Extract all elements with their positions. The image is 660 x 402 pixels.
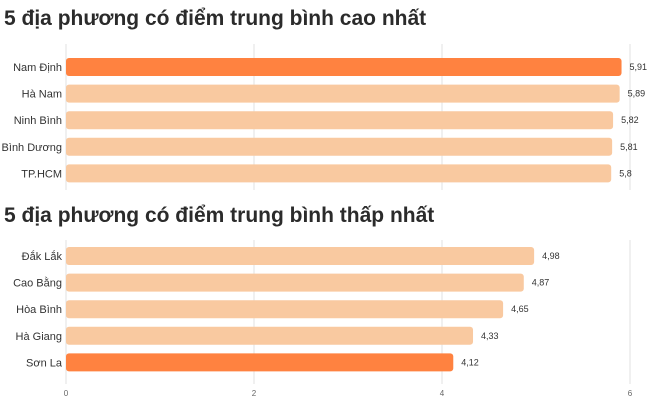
value-label: 4,12 xyxy=(461,357,479,367)
value-label: 4,65 xyxy=(511,304,529,314)
chart-title-bottom: 5 địa phương có điểm trung bình thấp nhấ… xyxy=(4,204,435,227)
category-label: Hà Giang xyxy=(16,331,62,343)
bar xyxy=(66,137,613,156)
bar xyxy=(66,58,622,76)
bar xyxy=(66,273,524,292)
chart-0: Nam Định 5,91 Hà Nam 5,89 Ninh Bình 5,82 Bình … xyxy=(2,44,648,190)
category-label: Cao Bằng xyxy=(13,277,62,290)
x-tick-label: 4 xyxy=(440,389,445,398)
bar xyxy=(66,84,620,103)
value-label: 4,98 xyxy=(542,251,560,261)
bar xyxy=(66,164,612,183)
chart-1: Đắk Lắk 4,98 Cao Bằng 4,87 Hòa Bình 4,65 Hà Gi… xyxy=(13,240,633,398)
category-label: Sơn La xyxy=(26,357,63,369)
bar xyxy=(66,111,614,130)
value-label: 4,33 xyxy=(481,331,499,341)
chart-title-top: 5 địa phương có điểm trung bình cao nhất xyxy=(4,7,427,30)
value-label: 5,89 xyxy=(628,89,646,99)
bar xyxy=(66,300,504,319)
category-label: Bình Dương xyxy=(2,142,62,154)
value-label: 5,91 xyxy=(630,62,648,72)
x-tick-label: 6 xyxy=(628,389,633,398)
category-label: Hòa Bình xyxy=(16,304,62,316)
value-label: 5,82 xyxy=(621,115,639,125)
value-label: 5,8 xyxy=(619,168,632,178)
bar xyxy=(66,353,454,372)
bar xyxy=(66,247,535,265)
category-label: Hà Nam xyxy=(22,89,62,101)
category-label: Ninh Bình xyxy=(14,115,62,127)
bar xyxy=(66,326,474,345)
value-label: 4,87 xyxy=(532,278,550,288)
category-label: Đắk Lắk xyxy=(22,250,63,263)
x-tick-label: 2 xyxy=(252,389,257,398)
value-label: 5,81 xyxy=(620,142,638,152)
category-label: TP.HCM xyxy=(21,168,62,180)
x-tick-label: 0 xyxy=(64,389,69,398)
category-label: Nam Định xyxy=(13,62,62,74)
